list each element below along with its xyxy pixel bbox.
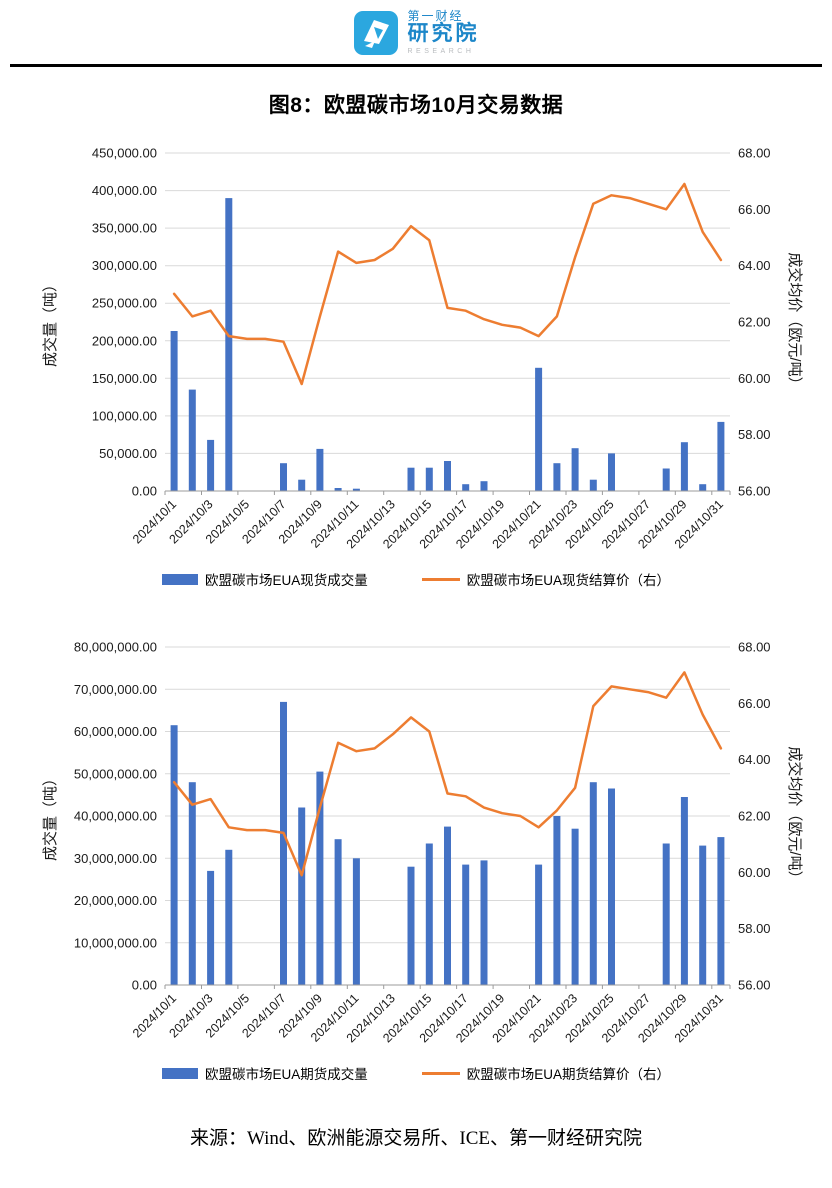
legend-label: 欧盟碳市场EUA现货成交量 [204,573,368,588]
gridlines [165,152,730,492]
svg-text:58.00: 58.00 [738,427,771,442]
legend-item-futures-price: 欧盟碳市场EUA期货结算价（右） [421,1063,671,1083]
svg-text:60,000,000.00: 60,000,000.00 [74,724,157,739]
price-line [172,671,723,877]
futures-chart-canvas: 0.00 10,000,000.00 20,000,000.00 30,000,000… [41,640,804,1046]
legend-item-spot-price: 欧盟碳市场EUA现货结算价（右） [421,569,671,589]
svg-text:62.00: 62.00 [738,315,771,330]
x-axis-labels: 2024/10/12024/10/32024/10/52024/10/72024… [130,991,726,1045]
x-axis-ticks [164,985,731,989]
y-axis-right-labels: 56.00 58.00 60.00 62.00 64.00 66.00 68.00 [738,146,771,499]
source-note: 来源：Wind、欧洲能源交易所、ICE、第一财经研究院 [189,1128,643,1149]
y-axis-right-labels: 56.00 58.00 60.00 62.00 64.00 66.00 68.00 [738,640,771,993]
svg-text:60.00: 60.00 [738,865,771,880]
y-axis-right-title: 成交均价（欧元/吨） [786,746,804,885]
svg-text:68.00: 68.00 [738,640,771,655]
header-divider [10,64,822,67]
legend-item-spot-volume: 欧盟碳市场EUA现货成交量 [161,569,368,589]
svg-text:50,000.00: 50,000.00 [99,446,157,461]
bar-series [170,701,725,986]
price-line [172,182,723,386]
y-axis-left-labels: 0.00 10,000,000.00 20,000,000.00 30,000,000… [74,640,157,993]
svg-text:66.00: 66.00 [738,202,771,217]
svg-text:64.00: 64.00 [738,752,771,767]
svg-text:350,000.00: 350,000.00 [92,221,157,236]
header: 第一财经 研究院 RESEARCH [0,0,832,62]
legend-label: 欧盟碳市场EUA现货结算价（右） [466,573,671,588]
legend-label: 欧盟碳市场EUA期货成交量 [204,1067,368,1082]
svg-text:150,000.00: 150,000.00 [92,371,157,386]
spot-chart-legend: 欧盟碳市场EUA现货成交量 欧盟碳市场EUA现货结算价（右） [0,569,832,589]
svg-text:80,000,000.00: 80,000,000.00 [74,640,157,655]
svg-text:62.00: 62.00 [738,809,771,824]
spot-chart-canvas: 0.00 50,000.00 100,000.00 150,000.00 200,000… [41,146,804,552]
brand-name-line1: 第一财经 [407,9,464,24]
futures-chart-section: 0.00 10,000,000.00 20,000,000.00 30,000,000… [0,619,832,1083]
svg-text:200,000.00: 200,000.00 [92,333,157,348]
svg-text:60.00: 60.00 [738,371,771,386]
svg-text:56.00: 56.00 [738,484,771,499]
svg-text:300,000.00: 300,000.00 [92,258,157,273]
svg-text:250,000.00: 250,000.00 [92,296,157,311]
spot-chart-section: 0.00 50,000.00 100,000.00 150,000.00 200,000… [0,125,832,589]
y-axis-left-title: 成交量（吨） [41,771,59,861]
svg-text:30,000,000.00: 30,000,000.00 [74,851,157,866]
svg-text:40,000,000.00: 40,000,000.00 [74,809,157,824]
svg-text:10,000,000.00: 10,000,000.00 [74,935,157,950]
svg-text:450,000.00: 450,000.00 [92,146,157,161]
page: 第一财经 研究院 RESEARCH 图8：欧盟碳市场10月交易数据 0.00 50… [0,0,832,1149]
svg-text:68.00: 68.00 [738,146,771,161]
svg-text:100,000.00: 100,000.00 [92,408,157,423]
y-axis-right-title: 成交均价（欧元/吨） [786,252,804,391]
x-axis-ticks [164,491,731,495]
brand-name-line2: 研究院 [407,22,480,46]
line-swatch-icon [421,1071,460,1075]
svg-text:20,000,000.00: 20,000,000.00 [74,893,157,908]
x-axis-labels: 2024/10/12024/10/32024/10/52024/10/72024… [130,497,726,551]
bar-series [170,198,725,491]
svg-text:66.00: 66.00 [738,696,771,711]
brand-logo-icon [353,11,398,55]
svg-text:58.00: 58.00 [738,921,771,936]
brand-name-english: RESEARCH [407,48,475,56]
figure-title: 图8：欧盟碳市场10月交易数据 [268,94,564,117]
line-swatch-icon [421,577,460,581]
bar-swatch-icon [161,573,198,585]
y-axis-left-title: 成交量（吨） [41,277,59,367]
y-axis-left-labels: 0.00 50,000.00 100,000.00 150,000.00 200,000… [92,146,157,499]
bar-swatch-icon [161,1067,198,1079]
svg-text:0.00: 0.00 [132,978,157,993]
legend-item-futures-volume: 欧盟碳市场EUA期货成交量 [161,1063,368,1083]
legend-label: 欧盟碳市场EUA期货结算价（右） [466,1067,671,1082]
svg-text:56.00: 56.00 [738,978,771,993]
brand-text: 第一财经 研究院 RESEARCH [408,10,480,55]
svg-text:50,000,000.00: 50,000,000.00 [74,766,157,781]
svg-text:0.00: 0.00 [132,484,157,499]
svg-text:400,000.00: 400,000.00 [92,183,157,198]
futures-chart-legend: 欧盟碳市场EUA期货成交量 欧盟碳市场EUA期货结算价（右） [0,1063,832,1083]
svg-text:64.00: 64.00 [738,258,771,273]
svg-text:70,000,000.00: 70,000,000.00 [74,682,157,697]
